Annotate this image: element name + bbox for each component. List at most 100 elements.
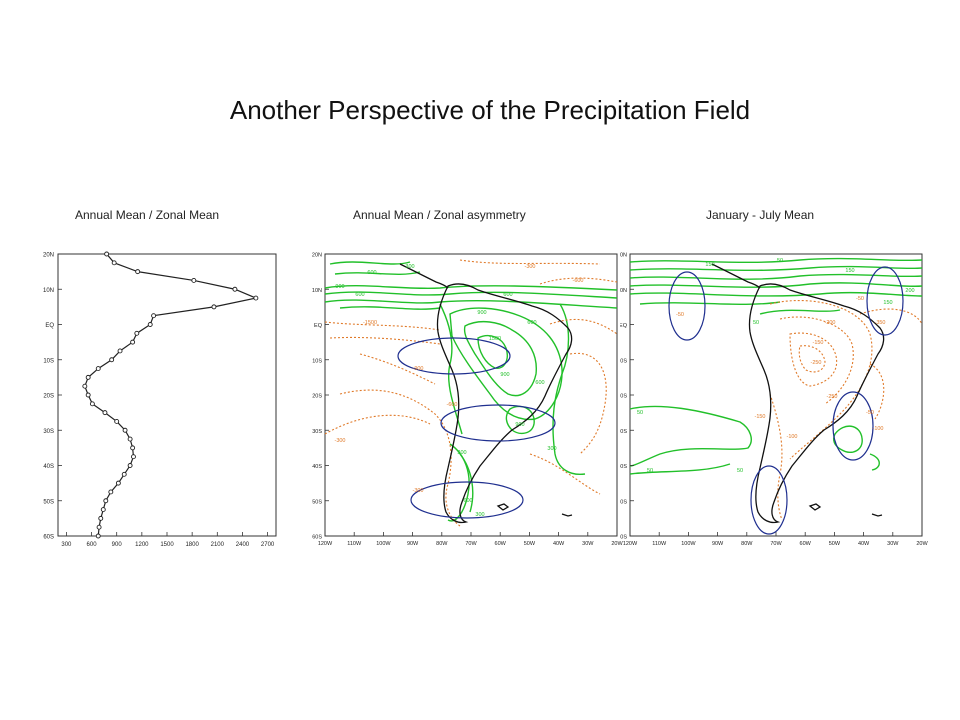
highlight-ellipse [410, 481, 524, 519]
y-tick-label: 60S [43, 535, 54, 541]
northern-band-contour [629, 282, 923, 288]
northern-band-contour [629, 265, 923, 272]
lon-tick-label: 100W [376, 541, 391, 547]
contour-label: 300 [475, 512, 484, 518]
contour-label: 600 [535, 380, 544, 386]
contour-label: 300 [457, 450, 466, 456]
zonal-mean-chart: 20N 10N EQ 10S 20S 30S 40S 50S 60S 300 600 900 1200 1… [43, 251, 277, 548]
lon-tick-label: 30W [582, 541, 594, 547]
lon-tick-label: 100W [681, 541, 696, 547]
south-pacific-contour [629, 405, 752, 467]
continent-outline [399, 263, 573, 524]
lat-tick-label: 10N [620, 288, 627, 294]
lon-tick-label: 60W [800, 541, 812, 547]
data-point [147, 322, 153, 327]
contour-label: 900 [500, 372, 509, 378]
y-tick-label: 10S [43, 358, 54, 364]
lon-tick-label: 60W [495, 541, 507, 547]
data-point [95, 366, 101, 372]
data-point [108, 489, 114, 495]
data-point [115, 480, 121, 486]
slide-title: Another Perspective of the Precipitation… [229, 95, 751, 125]
contour-label: 900 [515, 422, 524, 428]
lon-tick-label: 50W [829, 541, 841, 547]
pacific-contour [334, 271, 421, 276]
plot-frame [57, 253, 277, 537]
falklands-island [808, 503, 822, 511]
data-point [191, 277, 197, 283]
south-contour [459, 453, 474, 513]
contour-label: -300 [524, 264, 535, 270]
contour-label: 200 [905, 288, 914, 294]
contour-label: 600 [355, 292, 364, 298]
x-tick-label: 2400 [236, 542, 250, 548]
contour-label: 300 [405, 264, 414, 270]
contour-label: -50 [676, 312, 684, 318]
data-point [100, 507, 106, 513]
x-tick-label: 2700 [261, 542, 275, 548]
x-tick-label: 300 [61, 542, 72, 548]
positive-contours [629, 257, 923, 475]
contour-label: 50 [737, 468, 743, 474]
lon-tick-label: 50W [524, 541, 536, 547]
y-tick-label: 30S [43, 429, 54, 435]
contour-label: -300 [334, 438, 345, 444]
lat-tick-label: 60S [620, 535, 627, 541]
lat-tick-label: 20S [620, 394, 627, 400]
highlight-ellipses [397, 337, 556, 519]
highlight-ellipses [668, 266, 904, 535]
data-point [130, 445, 136, 451]
data-point [130, 339, 136, 345]
atlantic-negative-contour [569, 352, 607, 455]
contour-label: -300 [412, 488, 423, 494]
map-frame [324, 253, 618, 537]
amazon-contour [463, 320, 537, 397]
contour-label: 50 [637, 410, 643, 416]
pacific-negative-contour [339, 389, 461, 527]
lat-tick-label: 10S [620, 358, 627, 364]
map-axes: 20N10NEQ10S20S30S40S50S60S120W110W100W90… [620, 253, 928, 548]
contour-label: -100 [786, 434, 797, 440]
data-point [89, 401, 95, 407]
data-point [211, 304, 217, 310]
lon-tick-label: 120W [623, 541, 638, 547]
x-tick-label: 2100 [211, 542, 225, 548]
lat-tick-label: 20S [312, 394, 322, 400]
continent-negative-contour [798, 345, 826, 373]
contour-label: -900 [412, 366, 423, 372]
y-tick-label: EQ [45, 323, 54, 329]
highlight-ellipse [866, 266, 904, 336]
atlantic-negative-contour [529, 453, 601, 495]
itcz-contour [324, 299, 618, 309]
y-tick-label: 20S [43, 394, 54, 400]
contour-label: 150 [705, 262, 714, 268]
lat-tick-label: 10S [312, 358, 322, 364]
south-america-coast [436, 283, 573, 524]
lat-tick-label: 30S [620, 429, 627, 435]
northern-band-contour [629, 291, 923, 297]
atlantic-negative-contour [869, 363, 885, 420]
contour-label: 150 [845, 268, 854, 274]
falklands-island [496, 503, 510, 511]
contour-label: -250 [826, 394, 837, 400]
lat-tick-label: 20N [312, 253, 322, 259]
lon-tick-label: 30W [887, 541, 899, 547]
lat-tick-label: 50S [312, 499, 322, 505]
data-point [85, 374, 91, 380]
itcz-contour [339, 306, 441, 310]
data-point [135, 269, 141, 275]
se-brazil-contour [833, 425, 863, 454]
south-atlantic-contour [869, 453, 880, 471]
lon-tick-label: 70W [465, 541, 477, 547]
lon-tick-label: 40W [553, 541, 565, 547]
panel-caption-zonal-asymmetry: Annual Mean / Zonal asymmetry [353, 208, 526, 222]
lat-tick-label: 60S [312, 535, 322, 541]
contour-label: 900 [335, 284, 344, 290]
contour-label: 900 [477, 310, 486, 316]
map-frame-group [629, 253, 923, 537]
lat-tick-label: EQ [314, 323, 323, 329]
contour-label: -250 [810, 360, 821, 366]
data-point [98, 515, 104, 521]
central-america-coast [711, 263, 761, 289]
